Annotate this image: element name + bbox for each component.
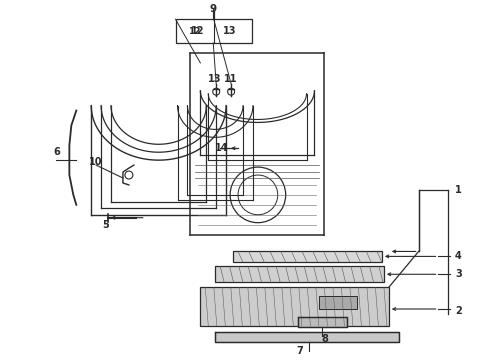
Polygon shape	[233, 251, 382, 262]
Polygon shape	[175, 19, 252, 43]
Text: 10: 10	[89, 157, 103, 167]
Text: 6: 6	[53, 147, 60, 157]
Text: 12: 12	[188, 27, 201, 36]
Text: 8: 8	[321, 334, 328, 344]
Text: 3: 3	[455, 269, 462, 279]
Text: 5: 5	[103, 220, 109, 230]
Polygon shape	[215, 332, 399, 342]
Text: 9: 9	[210, 4, 217, 14]
Text: 1: 1	[455, 185, 462, 195]
Text: 14: 14	[216, 143, 229, 153]
Text: 13: 13	[207, 74, 221, 84]
Text: 13: 13	[223, 26, 237, 36]
Polygon shape	[200, 287, 389, 326]
Text: 11: 11	[224, 74, 238, 84]
Polygon shape	[297, 317, 347, 327]
Text: 4: 4	[455, 251, 462, 261]
Polygon shape	[319, 296, 357, 309]
Text: 12: 12	[191, 26, 204, 36]
Polygon shape	[215, 266, 384, 282]
Text: 7: 7	[296, 346, 303, 356]
Text: 2: 2	[455, 306, 462, 316]
